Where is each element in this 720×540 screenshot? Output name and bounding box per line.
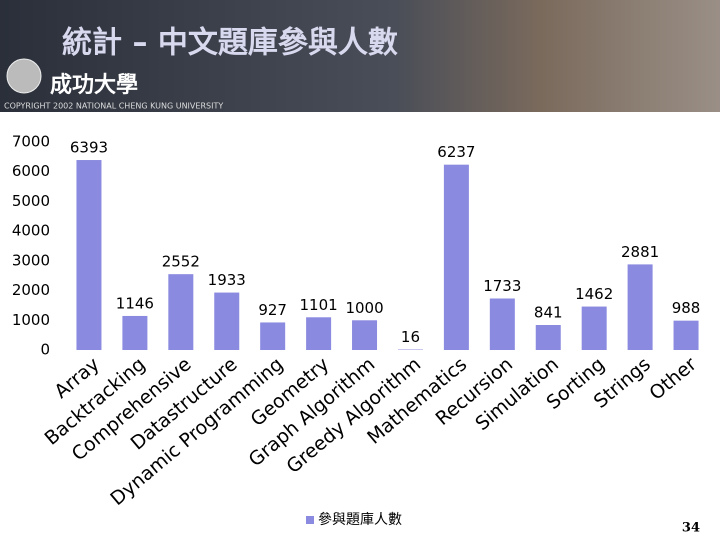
value-label: 927 — [258, 301, 287, 319]
logo-text: 成功大學 — [50, 72, 138, 98]
value-label: 2881 — [621, 243, 659, 261]
value-label: 2552 — [162, 253, 200, 271]
bar — [535, 325, 561, 350]
legend-swatch — [306, 516, 314, 524]
value-label: 6393 — [70, 139, 108, 157]
bar — [627, 264, 653, 350]
value-label: 6237 — [437, 143, 475, 161]
header-banner — [0, 0, 720, 112]
bar — [214, 292, 240, 350]
value-label: 841 — [534, 304, 563, 322]
bar — [260, 322, 286, 350]
y-tick-label: 5000 — [12, 192, 50, 210]
bar — [443, 164, 469, 350]
value-label: 16 — [401, 328, 420, 346]
page-number: 34 — [682, 521, 700, 536]
bar — [76, 160, 102, 350]
bar — [306, 317, 332, 350]
logo — [6, 58, 42, 94]
value-label: 1101 — [300, 296, 338, 314]
bar — [122, 315, 148, 350]
legend-label: 參與題庫人數 — [318, 511, 402, 528]
value-label: 1146 — [116, 294, 154, 312]
x-tick-label: Other — [645, 353, 701, 405]
value-label: 1733 — [483, 277, 521, 295]
slide-title: 統計 – 中文題庫參與人數 — [62, 26, 398, 61]
chart: 01000200030004000500060007000ArrayBacktr… — [12, 133, 701, 529]
y-tick-label: 0 — [40, 341, 50, 359]
bar — [352, 320, 378, 350]
copyright: COPYRIGHT 2002 NATIONAL CHENG KUNG UNIVE… — [4, 102, 223, 111]
y-tick-label: 7000 — [12, 133, 50, 151]
bar — [489, 298, 515, 350]
y-tick-label: 1000 — [12, 311, 50, 329]
value-label: 1933 — [208, 271, 246, 289]
value-label: 988 — [672, 299, 701, 317]
value-label: 1000 — [345, 299, 383, 317]
bar — [168, 274, 194, 350]
value-label: 1462 — [575, 285, 613, 303]
y-tick-label: 4000 — [12, 222, 50, 240]
y-tick-label: 6000 — [12, 162, 50, 180]
y-tick-label: 3000 — [12, 251, 50, 269]
bar — [673, 320, 699, 350]
y-tick-label: 2000 — [12, 281, 50, 299]
bar — [581, 306, 607, 350]
